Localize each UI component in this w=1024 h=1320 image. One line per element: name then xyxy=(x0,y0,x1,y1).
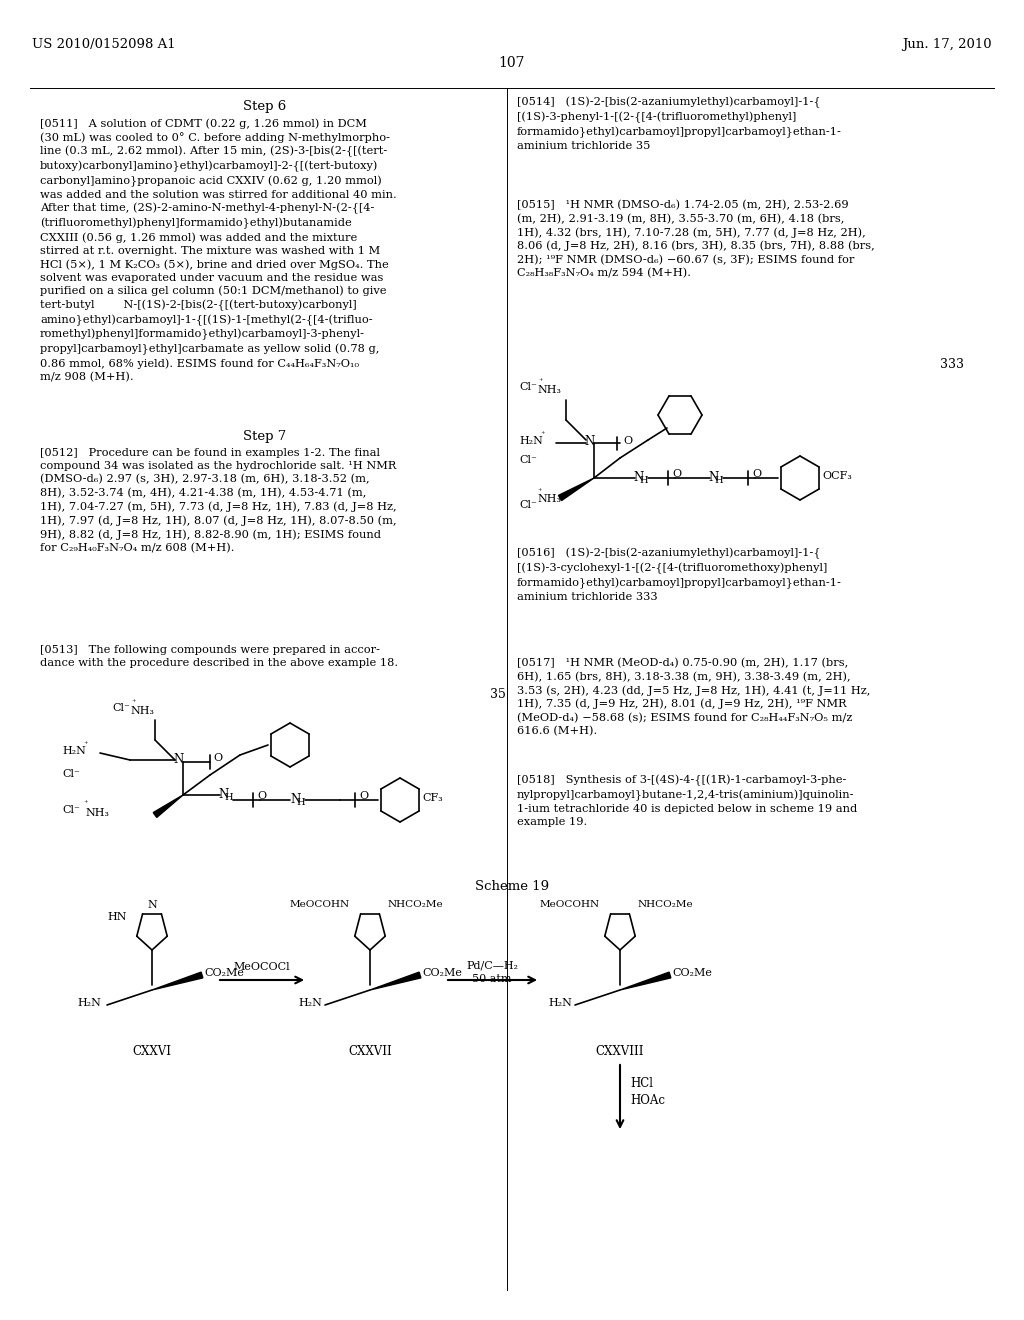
Text: Step 7: Step 7 xyxy=(244,430,287,444)
Text: HCl: HCl xyxy=(630,1077,653,1090)
Text: CXXVII: CXXVII xyxy=(348,1045,392,1059)
Polygon shape xyxy=(154,795,183,817)
Text: O: O xyxy=(359,791,368,801)
Text: NH₃: NH₃ xyxy=(537,385,561,395)
Text: [0515]   ¹H NMR (DMSO-d₆) 1.74-2.05 (m, 2H), 2.53-2.69
(m, 2H), 2.91-3.19 (m, 8H: [0515] ¹H NMR (DMSO-d₆) 1.74-2.05 (m, 2H… xyxy=(517,201,874,279)
Text: ⁺: ⁺ xyxy=(537,488,542,496)
Text: N: N xyxy=(173,752,183,766)
Text: ⁺: ⁺ xyxy=(538,378,543,385)
Text: US 2010/0152098 A1: US 2010/0152098 A1 xyxy=(32,38,176,51)
Text: H: H xyxy=(714,477,723,484)
Text: 50 atm: 50 atm xyxy=(472,974,512,983)
Text: NH₃: NH₃ xyxy=(130,706,154,715)
Text: ⁺: ⁺ xyxy=(83,800,87,808)
Text: [0513]   The following compounds were prepared in accor-
dance with the procedur: [0513] The following compounds were prep… xyxy=(40,645,398,668)
Text: OCF₃: OCF₃ xyxy=(822,471,852,480)
Text: ⁺: ⁺ xyxy=(540,432,545,440)
Text: Cl⁻: Cl⁻ xyxy=(62,770,80,779)
Text: CF₃: CF₃ xyxy=(422,793,442,803)
Text: CO₂Me: CO₂Me xyxy=(204,968,244,978)
Text: Scheme 19: Scheme 19 xyxy=(475,880,549,894)
Text: ⁺: ⁺ xyxy=(131,700,135,708)
Text: 35: 35 xyxy=(490,688,506,701)
Text: N: N xyxy=(147,900,157,909)
Polygon shape xyxy=(370,972,421,990)
Text: HOAc: HOAc xyxy=(630,1094,665,1107)
Text: H₂N: H₂N xyxy=(62,746,86,756)
Text: O: O xyxy=(257,791,266,801)
Text: Step 6: Step 6 xyxy=(244,100,287,114)
Polygon shape xyxy=(558,478,594,500)
Text: NHCO₂Me: NHCO₂Me xyxy=(388,900,443,909)
Text: Cl⁻: Cl⁻ xyxy=(62,805,80,814)
Text: [0511]   A solution of CDMT (0.22 g, 1.26 mmol) in DCM
(30 mL) was cooled to 0° : [0511] A solution of CDMT (0.22 g, 1.26 … xyxy=(40,117,396,381)
Text: CXXVIII: CXXVIII xyxy=(596,1045,644,1059)
Text: Cl⁻: Cl⁻ xyxy=(519,455,537,465)
Text: CO₂Me: CO₂Me xyxy=(672,968,712,978)
Text: N: N xyxy=(708,471,718,484)
Text: MeOCOHN: MeOCOHN xyxy=(290,900,350,909)
Text: [0518]   Synthesis of 3-[(4S)-4-{[(1R)-1-carbamoyl-3-phe-
nylpropyl]carbamoyl}bu: [0518] Synthesis of 3-[(4S)-4-{[(1R)-1-c… xyxy=(517,775,857,828)
Text: [0514]   (1S)-2-[bis(2-azaniumylethyl)carbamoyl]-1-{
[(1S)-3-phenyl-1-[(2-{[4-(t: [0514] (1S)-2-[bis(2-azaniumylethyl)carb… xyxy=(517,96,842,150)
Text: O: O xyxy=(623,436,632,446)
Text: CO₂Me: CO₂Me xyxy=(422,968,462,978)
Text: O: O xyxy=(672,469,681,479)
Text: [0517]   ¹H NMR (MeOD-d₄) 0.75-0.90 (m, 2H), 1.17 (brs,
6H), 1.65 (brs, 8H), 3.1: [0517] ¹H NMR (MeOD-d₄) 0.75-0.90 (m, 2H… xyxy=(517,657,870,737)
Text: O: O xyxy=(213,752,222,763)
Text: NH₃: NH₃ xyxy=(85,808,109,818)
Text: H₂N: H₂N xyxy=(77,998,101,1008)
Text: 333: 333 xyxy=(940,358,964,371)
Text: NHCO₂Me: NHCO₂Me xyxy=(638,900,693,909)
Text: Jun. 17, 2010: Jun. 17, 2010 xyxy=(902,38,992,51)
Text: HN: HN xyxy=(106,912,127,921)
Text: H₂N: H₂N xyxy=(519,436,543,446)
Text: H: H xyxy=(296,799,304,807)
Text: 107: 107 xyxy=(499,55,525,70)
Text: MeOCOCl: MeOCOCl xyxy=(233,962,291,972)
Text: H: H xyxy=(224,793,232,803)
Polygon shape xyxy=(152,972,203,990)
Text: MeOCOHN: MeOCOHN xyxy=(540,900,600,909)
Text: N: N xyxy=(584,436,594,447)
Text: Cl⁻: Cl⁻ xyxy=(112,704,130,713)
Text: N: N xyxy=(218,788,228,801)
Polygon shape xyxy=(620,972,671,990)
Text: N: N xyxy=(290,793,300,807)
Text: N: N xyxy=(633,471,643,484)
Text: H₂N: H₂N xyxy=(298,998,322,1008)
Text: CXXVI: CXXVI xyxy=(132,1045,171,1059)
Text: H₂N: H₂N xyxy=(548,998,571,1008)
Text: [0516]   (1S)-2-[bis(2-azaniumylethyl)carbamoyl]-1-{
[(1S)-3-cyclohexyl-1-[(2-{[: [0516] (1S)-2-[bis(2-azaniumylethyl)carb… xyxy=(517,548,842,602)
Text: Pd/C—H₂: Pd/C—H₂ xyxy=(466,960,518,970)
Text: O: O xyxy=(752,469,761,479)
Text: Cl⁻: Cl⁻ xyxy=(519,500,537,510)
Text: [0512]   Procedure can be found in examples 1-2. The final
compound 34 was isola: [0512] Procedure can be found in example… xyxy=(40,447,396,553)
Text: Cl⁻: Cl⁻ xyxy=(519,381,537,392)
Text: NH₃: NH₃ xyxy=(537,494,561,504)
Text: H: H xyxy=(639,477,647,484)
Text: ⁺: ⁺ xyxy=(83,741,87,748)
